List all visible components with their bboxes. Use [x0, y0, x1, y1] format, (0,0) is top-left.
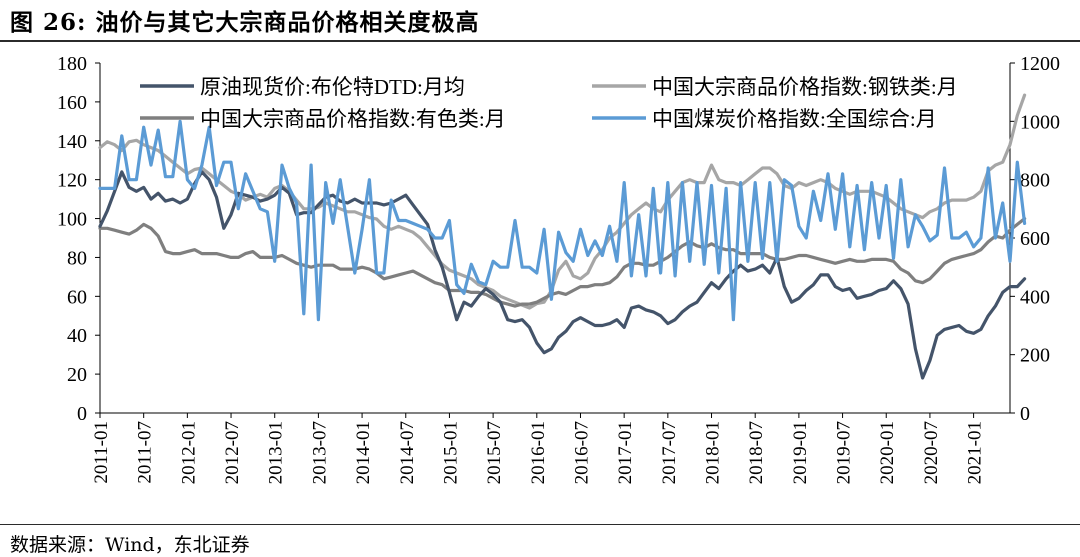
- y-right-tick-label: 400: [1020, 286, 1050, 308]
- y-left-tick-label: 160: [57, 92, 87, 114]
- x-tick-label: 2019-07: [834, 421, 855, 484]
- x-tick-label: 2013-01: [266, 421, 287, 484]
- figure-title: 图 26: 油价与其它大宗商品价格相关度极高: [10, 9, 480, 36]
- x-tick-label: 2021-01: [965, 421, 986, 484]
- series-lines: [98, 93, 1027, 380]
- y-left-tick-label: 0: [77, 403, 87, 425]
- x-tick-label: 2019-01: [790, 421, 811, 484]
- y-right-tick-label: 600: [1020, 228, 1050, 250]
- y-left-tick-label: 40: [67, 325, 87, 347]
- y-left-tick-label: 140: [57, 131, 87, 153]
- y-left-tick-label: 180: [57, 53, 87, 75]
- x-tick-label: 2020-07: [921, 421, 942, 484]
- x-tick-label: 2011-07: [135, 421, 156, 484]
- legend-label-crude: 原油现货价:布伦特DTD:月均: [200, 75, 465, 99]
- x-tick-label: 2020-01: [877, 421, 898, 484]
- source-note: 数据来源：Wind，东北证券: [10, 534, 250, 556]
- x-tick-label: 2016-07: [571, 421, 592, 484]
- axes: 0 20 40 60 80 100 120 140 160 180 0 200 400 600 800 100…: [57, 53, 1060, 484]
- legend: 原油现货价:布伦特DTD:月均 中国大宗商品价格指数:钢铁类:月中国大宗商品价格指…: [140, 75, 958, 131]
- y-left-tick-label: 60: [67, 286, 87, 308]
- x-tick-label: 2017-07: [659, 421, 680, 484]
- x-tick-label: 2014-07: [397, 421, 418, 484]
- x-tick-label: 2015-01: [440, 421, 461, 484]
- y-right-tick-label: 1200: [1020, 53, 1060, 75]
- x-tick-label: 2012-07: [222, 421, 243, 484]
- y-right-tick-label: 1000: [1020, 111, 1060, 133]
- x-tick-label: 2018-01: [703, 421, 724, 484]
- y-right-tick-label: 0: [1020, 403, 1030, 425]
- y-left-tick-label: 20: [67, 364, 87, 386]
- legend-label-coal: 中国煤炭价格指数:全国综合:月: [652, 107, 937, 131]
- x-tick-label: 2015-07: [484, 421, 505, 484]
- x-tick-label: 2011-01: [91, 421, 112, 484]
- line-chart: 0 20 40 60 80 100 120 140 160 180 0 200 400 600 800 100…: [57, 53, 1060, 484]
- y-left-tick-label: 100: [57, 209, 87, 231]
- series-line-coal: [98, 119, 1027, 322]
- title-rule: [0, 40, 1080, 42]
- legend-label-nonferrous: 中国大宗商品价格指数:有色类:月: [200, 107, 506, 131]
- y-left-tick-label: 80: [67, 247, 87, 269]
- x-tick-label: 2018-07: [746, 421, 767, 484]
- y-right-tick-label: 800: [1020, 170, 1050, 192]
- x-tick-label: 2012-01: [178, 421, 199, 484]
- y-left-tick-label: 120: [57, 170, 87, 192]
- y-right-tick-label: 200: [1020, 345, 1050, 367]
- series-line-nonferrous: [98, 217, 1027, 308]
- x-tick-label: 2014-01: [353, 421, 374, 484]
- x-tick-label: 2017-01: [615, 421, 636, 484]
- legend-label-steel: 中国大宗商品价格指数:钢铁类:月: [652, 75, 958, 99]
- x-tick-label: 2013-07: [309, 421, 330, 484]
- x-tick-label: 2016-01: [528, 421, 549, 484]
- bottom-rule: [0, 524, 1080, 525]
